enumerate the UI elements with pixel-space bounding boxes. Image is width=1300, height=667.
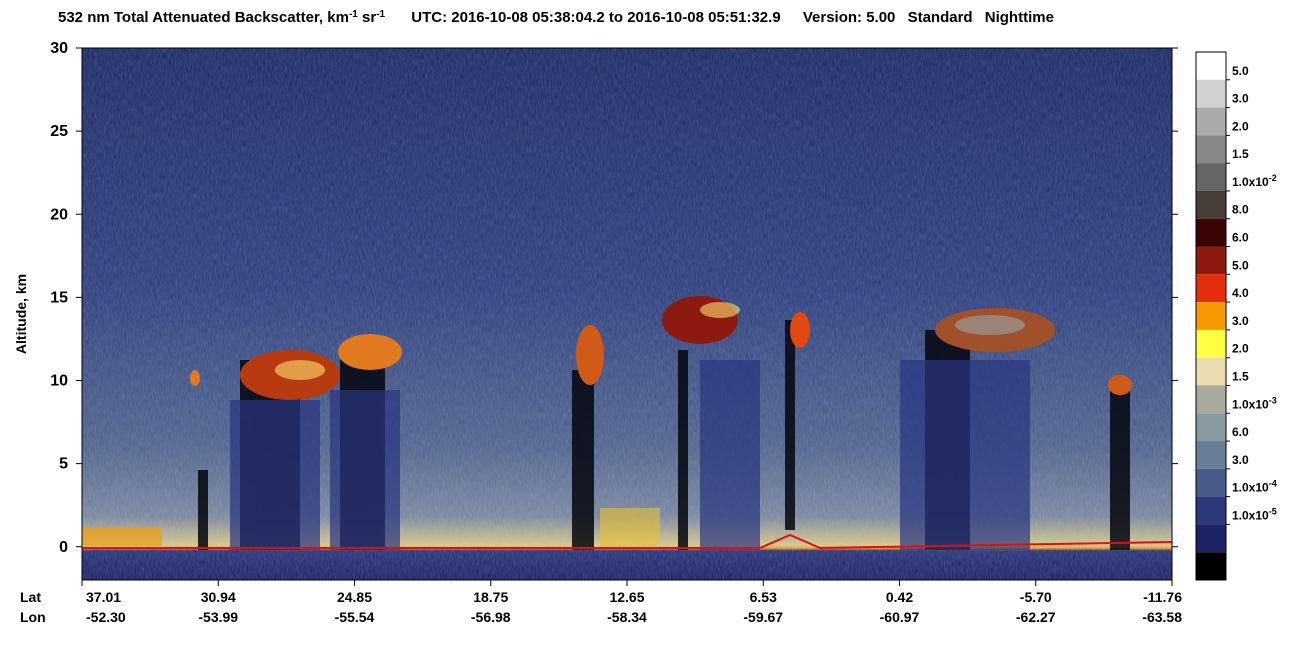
y-tick-label: 30	[50, 40, 68, 57]
title-time: Nighttime	[985, 9, 1054, 26]
title-text: sr	[358, 9, 377, 26]
lon-label: -56.98	[471, 609, 511, 625]
colorbar-label-base: 1.0x10	[1232, 481, 1269, 495]
y-tick-label: 10	[50, 373, 68, 390]
lon-label: -58.34	[607, 609, 647, 625]
colorbar-bin	[1196, 246, 1226, 275]
title-mode: Standard	[908, 9, 973, 26]
colorbar-frame	[1195, 51, 1227, 581]
colorbar-label: 1.5	[1232, 369, 1249, 383]
colorbar-bin	[1196, 190, 1226, 219]
lat-label: 37.01	[86, 589, 121, 605]
colorbar-bin	[1196, 218, 1226, 247]
y-tick-label: 25	[50, 123, 68, 140]
colorbar-label: 5.0	[1232, 258, 1249, 272]
colorbar-label: 3.0	[1232, 314, 1249, 328]
lat-label: -11.76	[1143, 589, 1182, 605]
lat-label: 0.42	[886, 589, 913, 605]
title-text: 532 nm Total Attenuated Backscatter, km	[58, 9, 349, 26]
colorbar-label-base: 1.0x10	[1232, 397, 1269, 411]
colorbar-bin	[1196, 135, 1226, 164]
colorbar-bin	[1196, 468, 1226, 497]
colorbar-label: 2.0	[1232, 342, 1249, 356]
lon-label: -55.54	[335, 609, 375, 625]
colorbar-bin	[1196, 302, 1226, 330]
colorbar-bin	[1196, 79, 1226, 108]
colorbar-label: 3.0	[1232, 92, 1249, 106]
colorbar-label: 1.0x10-4	[1232, 479, 1277, 495]
colorbar-bin	[1196, 524, 1226, 553]
lat-label: 30.94	[201, 589, 236, 605]
colorbar-label: 6.0	[1232, 231, 1249, 245]
colorbar-label: 1.5	[1232, 147, 1249, 161]
colorbar-bin	[1196, 552, 1226, 580]
lat-label: 18.75	[473, 589, 508, 605]
colorbar-label-base: 1.0x10	[1232, 175, 1269, 189]
y-tick-label: 15	[50, 289, 68, 306]
curtain-image	[82, 48, 1172, 580]
y-tick-label: 0	[59, 539, 68, 556]
colorbar-label-exp: -2	[1269, 173, 1277, 183]
colorbar-label: 3.0	[1232, 453, 1249, 467]
colorbar-label-exp: -4	[1269, 479, 1277, 489]
colorbar-label: 5.0	[1232, 64, 1249, 78]
lon-label: -53.99	[198, 609, 238, 625]
colorbar-label: 8.0	[1232, 203, 1249, 217]
title-utc: UTC: 2016-10-08 05:38:04.2 to 2016-10-08…	[411, 9, 780, 26]
colorbar-bin	[1196, 52, 1226, 80]
lat-label: 12.65	[609, 589, 644, 605]
chart-title: 532 nm Total Attenuated Backscatter, km-…	[58, 9, 1054, 27]
colorbar-bin	[1196, 107, 1226, 136]
lon-label: -62.27	[1016, 609, 1056, 625]
title-version: Version: 5.00	[803, 9, 896, 26]
colorbar-bin	[1196, 357, 1226, 386]
colorbar-label-exp: -3	[1269, 395, 1277, 405]
lat-label: 24.85	[337, 589, 372, 605]
lat-label: -5.70	[1020, 589, 1052, 605]
lat-label: 6.53	[750, 589, 777, 605]
colorbar-bin	[1196, 413, 1226, 442]
colorbar-label: 1.0x10-5	[1232, 506, 1277, 522]
y-tick-label: 5	[59, 456, 68, 473]
lon-label: -59.67	[743, 609, 783, 625]
colorbar-label: 6.0	[1232, 425, 1249, 439]
colorbar-bin	[1196, 496, 1226, 525]
lat-row-label: Lat	[20, 589, 41, 605]
colorbar-label: 1.0x10-3	[1232, 395, 1277, 411]
colorbar-label: 2.0	[1232, 119, 1249, 133]
colorbar-label-exp: -5	[1269, 506, 1277, 516]
colorbar-bin	[1196, 274, 1226, 303]
colorbar-bin	[1196, 441, 1226, 469]
lon-label: -60.97	[880, 609, 920, 625]
lon-row-label: Lon	[20, 609, 46, 625]
y-axis-label: Altitude, km	[13, 274, 29, 354]
colorbar-bin	[1196, 163, 1226, 191]
title-sup: -1	[376, 9, 385, 20]
colorbar-label: 1.0x10-2	[1232, 173, 1277, 189]
lon-label: -63.58	[1142, 609, 1182, 625]
colorbar-bin	[1196, 329, 1226, 358]
title-sup: -1	[349, 9, 358, 20]
colorbar-label: 4.0	[1232, 286, 1249, 300]
y-tick-label: 20	[50, 206, 68, 223]
lon-label: -52.30	[86, 609, 126, 625]
colorbar-label-base: 1.0x10	[1232, 508, 1269, 522]
colorbar-bin	[1196, 385, 1226, 414]
